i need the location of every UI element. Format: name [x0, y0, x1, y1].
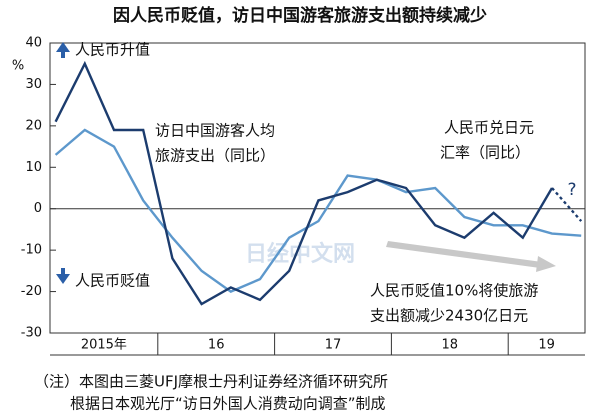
- trend-arrow: [386, 241, 542, 268]
- x-tick-label: 17: [325, 338, 342, 353]
- y-tick-label: 30: [25, 77, 42, 92]
- footnote: （注）本图由三菱UFJ摩根士丹利证券经济循环研究所: [34, 373, 388, 391]
- series-line-forecast: [551, 187, 583, 222]
- x-tick-label: 16: [208, 338, 225, 353]
- series-label: 汇率（同比）: [440, 144, 530, 162]
- y-tick-label: -20: [21, 284, 42, 299]
- up-arrow: [61, 51, 65, 58]
- down-arrow: [61, 268, 65, 275]
- down-arrow: [56, 274, 70, 284]
- y-tick-label: 10: [25, 160, 42, 175]
- appreciation-label: 人民币升值: [75, 41, 150, 59]
- series-label: 旅游支出（同比）: [155, 147, 275, 165]
- footnote: 根据日本观光厅“访日外国人消费动向调查”制成: [70, 395, 386, 413]
- x-tick-label: 18: [442, 338, 459, 353]
- x-tick-label: 2015年: [81, 338, 127, 353]
- trend-arrow: [536, 256, 556, 272]
- question-mark: ?: [567, 180, 576, 200]
- x-tick-label: 19: [538, 338, 555, 353]
- y-tick-label: -10: [21, 243, 42, 258]
- plot-frame: [49, 42, 586, 334]
- note: 支出额减少2430亿日元: [370, 307, 528, 325]
- chart-title: 因人民币贬值，访日中国游客旅游支出额持续减少: [113, 5, 487, 26]
- y-tick-label: -30: [21, 326, 42, 341]
- y-tick-label: 0: [34, 201, 42, 216]
- series-label: 访日中国游客人均: [155, 122, 275, 140]
- depreciation-label: 人民币贬值: [75, 272, 150, 290]
- series-line: [54, 128, 582, 293]
- y-tick-label: 40: [25, 36, 42, 51]
- up-arrow: [56, 42, 70, 52]
- note: 人民币贬值10%将使旅游: [370, 282, 538, 300]
- series-line: [54, 60, 554, 306]
- y-tick-label: 20: [25, 118, 42, 133]
- y-unit: %: [12, 59, 24, 74]
- series-label: 人民币兑日元: [444, 119, 534, 137]
